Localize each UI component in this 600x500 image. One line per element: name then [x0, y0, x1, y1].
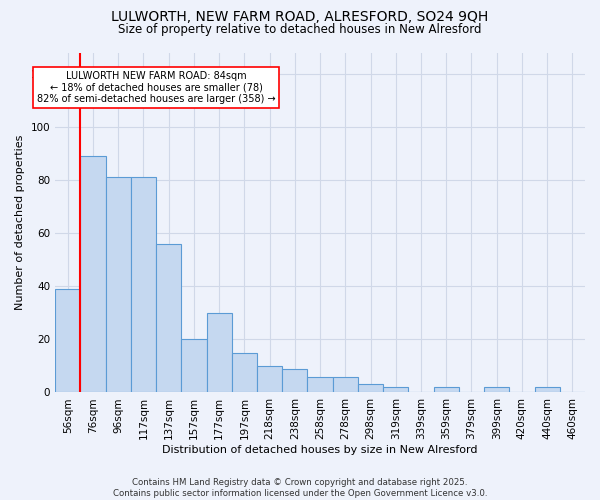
Bar: [484, 387, 509, 392]
Bar: [106, 178, 131, 392]
Text: Size of property relative to detached houses in New Alresford: Size of property relative to detached ho…: [118, 22, 482, 36]
Bar: [156, 244, 181, 392]
Text: LULWORTH, NEW FARM ROAD, ALRESFORD, SO24 9QH: LULWORTH, NEW FARM ROAD, ALRESFORD, SO24…: [112, 10, 488, 24]
Bar: [535, 387, 560, 392]
Bar: [332, 376, 358, 392]
Text: Contains HM Land Registry data © Crown copyright and database right 2025.
Contai: Contains HM Land Registry data © Crown c…: [113, 478, 487, 498]
Bar: [131, 178, 156, 392]
Text: LULWORTH NEW FARM ROAD: 84sqm
← 18% of detached houses are smaller (78)
82% of s: LULWORTH NEW FARM ROAD: 84sqm ← 18% of d…: [37, 71, 275, 104]
Bar: [383, 387, 409, 392]
Bar: [206, 313, 232, 392]
Bar: [181, 340, 206, 392]
Bar: [358, 384, 383, 392]
Bar: [282, 368, 307, 392]
X-axis label: Distribution of detached houses by size in New Alresford: Distribution of detached houses by size …: [163, 445, 478, 455]
Bar: [257, 366, 282, 392]
Y-axis label: Number of detached properties: Number of detached properties: [15, 135, 25, 310]
Bar: [434, 387, 459, 392]
Bar: [80, 156, 106, 392]
Bar: [55, 289, 80, 393]
Bar: [307, 376, 332, 392]
Bar: [232, 352, 257, 393]
